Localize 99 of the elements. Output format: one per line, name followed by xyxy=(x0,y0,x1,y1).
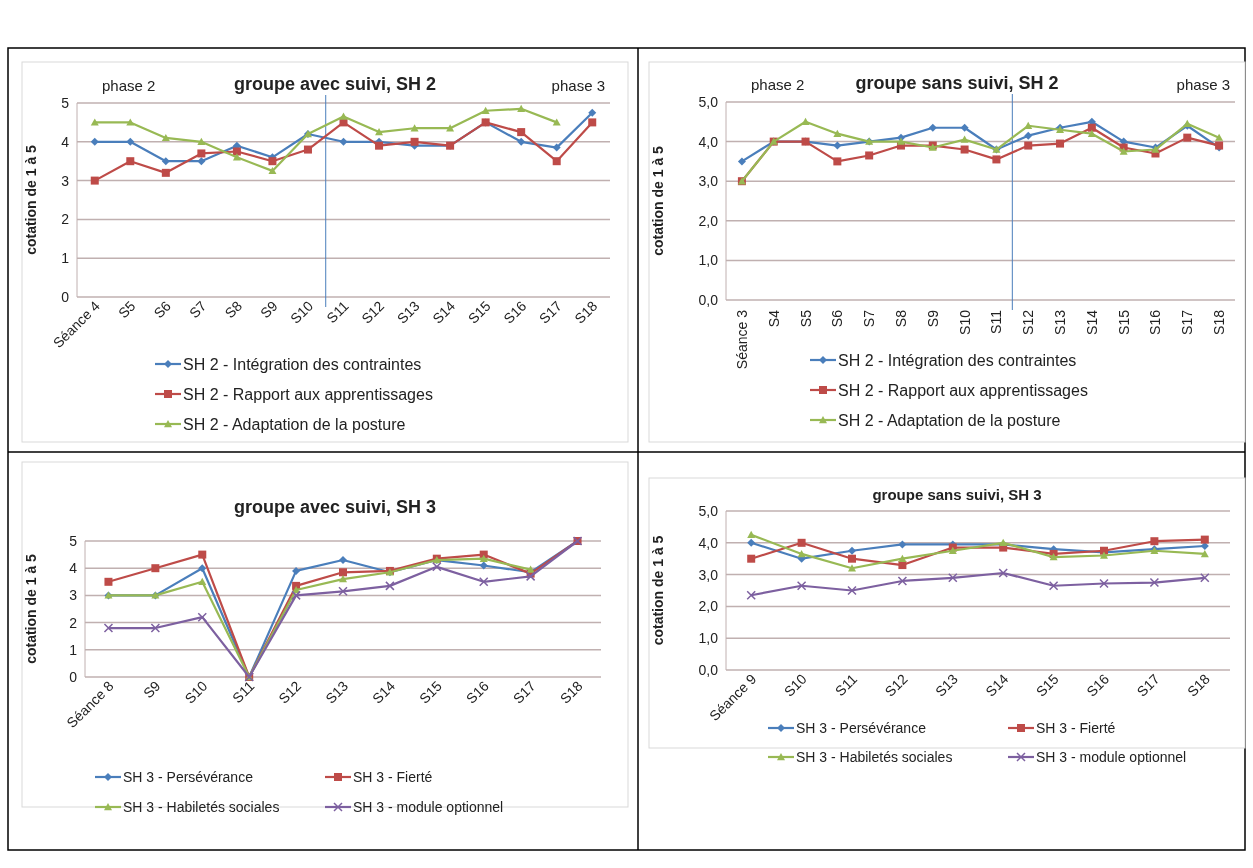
y-tick-label: 3,0 xyxy=(698,566,719,583)
x-tick-label: S17 xyxy=(1179,309,1196,335)
x-tick-label: S4 xyxy=(765,309,782,328)
x-tick-label: S10 xyxy=(181,677,211,707)
y-tick-label: 1,0 xyxy=(698,630,719,647)
x-tick-label: S13 xyxy=(931,670,962,700)
x-tick-label: S17 xyxy=(509,677,539,707)
legend-label: SH 3 - Habiletés sociales xyxy=(796,748,953,765)
x-tick-label: S18 xyxy=(1211,309,1228,335)
y-tick-label: 2,0 xyxy=(698,212,719,229)
x-tick-label: S16 xyxy=(1147,309,1164,335)
x-tick-label: S16 xyxy=(1083,670,1113,700)
x-tick-label: S17 xyxy=(535,297,565,327)
y-tick-label: 4 xyxy=(61,133,70,150)
x-tick-label: S14 xyxy=(429,297,459,327)
x-tick-label: S12 xyxy=(881,670,911,700)
x-tick-label: S6 xyxy=(150,297,175,322)
legend-label: SH 2 - Adaptation de la posture xyxy=(183,415,406,433)
text: phase 3 xyxy=(551,77,605,94)
legend-label: SH 3 - Persévérance xyxy=(123,768,254,785)
text: phase 3 xyxy=(1176,76,1230,93)
chart-title: groupe avec suivi, SH 3 xyxy=(233,497,437,517)
x-tick-label: S7 xyxy=(861,309,878,328)
x-tick-label: S5 xyxy=(115,297,139,322)
y-tick-label: 3 xyxy=(69,587,78,604)
x-tick-label: S13 xyxy=(1052,309,1069,335)
x-tick-label: S8 xyxy=(892,309,909,328)
x-tick-label: S15 xyxy=(464,297,494,327)
chart-title: groupe sans suivi, SH 2 xyxy=(855,73,1059,93)
x-tick-label: S12 xyxy=(358,297,388,327)
y-tick-label: 1 xyxy=(61,250,70,267)
x-tick-label: S18 xyxy=(1183,670,1214,700)
legend-label: SH 3 - module optionnel xyxy=(353,798,504,815)
x-tick-label: S15 xyxy=(1115,309,1132,335)
x-tick-label: S6 xyxy=(829,309,846,328)
y-tick-label: 0 xyxy=(69,668,78,685)
legend-label: SH 3 - Fierté xyxy=(353,768,433,785)
x-tick-label: S12 xyxy=(1020,309,1037,335)
chart-title: groupe sans suivi, SH 3 xyxy=(872,486,1042,503)
y-tick-label: 5 xyxy=(61,94,70,111)
y-axis-title: cotation de 1 à 5 xyxy=(23,144,39,255)
x-tick-label: S11 xyxy=(323,297,352,326)
legend-label: SH 3 - module optionnel xyxy=(1036,748,1187,765)
y-tick-label: 0 xyxy=(61,288,70,305)
y-tick-label: 3 xyxy=(61,172,70,189)
x-tick-label: S9 xyxy=(140,677,164,702)
y-axis-title: cotation de 1 à 5 xyxy=(650,535,666,646)
legend-label: SH 3 - Fierté xyxy=(1036,719,1116,736)
x-tick-label: S13 xyxy=(322,677,352,707)
chart-title: groupe avec suivi, SH 2 xyxy=(233,74,437,94)
x-tick-label: S12 xyxy=(275,677,305,707)
text: phase 2 xyxy=(102,77,156,94)
x-tick-label: S15 xyxy=(416,677,446,707)
y-tick-label: 4 xyxy=(69,560,78,577)
x-tick-label: S14 xyxy=(369,677,399,707)
y-tick-label: 2 xyxy=(61,211,70,228)
x-tick-label: S18 xyxy=(571,297,601,327)
x-tick-label: S10 xyxy=(956,309,973,335)
legend-label: SH 2 - Rapport aux apprentissages xyxy=(838,381,1088,399)
legend-label: SH 3 - Habiletés sociales xyxy=(123,798,280,815)
y-tick-label: 2 xyxy=(69,614,78,631)
x-tick-label: S5 xyxy=(797,309,814,328)
y-tick-label: 5,0 xyxy=(698,93,719,110)
y-tick-label: 5 xyxy=(69,532,78,549)
legend-label: SH 2 - Rapport aux apprentissages xyxy=(183,385,433,403)
legend-label: SH 2 - Intégration des contraintes xyxy=(838,351,1077,369)
x-tick-label: S10 xyxy=(780,670,810,700)
x-tick-label: S14 xyxy=(1083,309,1100,335)
x-tick-label: S18 xyxy=(556,677,586,707)
y-tick-label: 4,0 xyxy=(698,534,719,551)
x-tick-label: S16 xyxy=(500,297,530,327)
legend-label: SH 2 - Adaptation de la posture xyxy=(838,411,1061,429)
y-tick-label: 1 xyxy=(69,641,78,658)
y-tick-label: 0,0 xyxy=(698,661,719,678)
x-tick-label: S13 xyxy=(393,297,423,327)
x-tick-label: S17 xyxy=(1133,670,1163,700)
x-tick-label: S7 xyxy=(186,297,210,322)
x-tick-label: Séance 3 xyxy=(733,309,750,370)
x-tick-label: S11 xyxy=(831,670,861,699)
y-tick-label: 3,0 xyxy=(698,173,719,190)
x-tick-label: S8 xyxy=(221,297,246,322)
x-tick-label: S10 xyxy=(287,297,317,327)
x-tick-label: S16 xyxy=(462,677,492,707)
legend-label: SH 3 - Persévérance xyxy=(796,719,927,736)
x-tick-label: S14 xyxy=(982,670,1012,700)
y-tick-label: 2,0 xyxy=(698,598,719,615)
y-axis-title: cotation de 1 à 5 xyxy=(650,145,666,256)
x-tick-label: S11 xyxy=(229,677,258,706)
x-tick-label: S9 xyxy=(257,297,281,322)
x-tick-label: S15 xyxy=(1032,670,1062,700)
y-axis-title: cotation de 1 à 5 xyxy=(23,553,39,664)
y-tick-label: 1,0 xyxy=(698,252,719,269)
legend-label: SH 2 - Intégration des contraintes xyxy=(183,355,422,373)
y-tick-label: 0,0 xyxy=(698,291,719,308)
y-tick-label: 4,0 xyxy=(698,133,719,150)
x-tick-label: S9 xyxy=(924,309,941,328)
x-tick-label: S11 xyxy=(988,309,1005,334)
text: phase 2 xyxy=(751,76,805,93)
y-tick-label: 5,0 xyxy=(698,502,719,519)
